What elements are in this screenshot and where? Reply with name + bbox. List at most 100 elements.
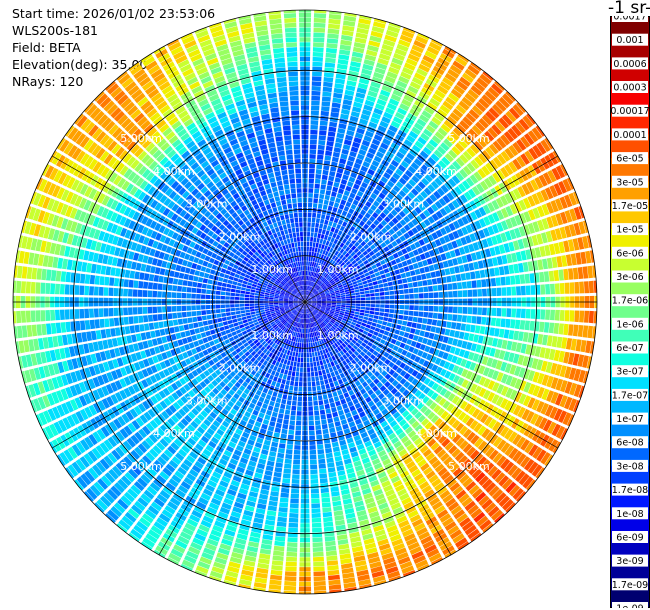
ray-cell [327, 284, 332, 288]
ray-cell [341, 210, 348, 217]
ray-cell [274, 467, 283, 473]
ray-cell [473, 422, 483, 433]
ray-cell [527, 222, 536, 234]
ray-cell [349, 290, 355, 294]
ray-cell [420, 405, 428, 414]
ray-cell [376, 62, 388, 70]
ray-cell [375, 389, 382, 396]
ray-cell [374, 234, 381, 241]
ray-cell [270, 446, 278, 453]
ray-cell [305, 295, 307, 300]
ray-cell [527, 130, 539, 143]
ray-cell [373, 219, 380, 226]
ray-cell [346, 160, 354, 167]
ray-cell [359, 78, 370, 85]
ray-cell [312, 288, 316, 293]
ray-cell [452, 108, 464, 119]
ray-cell [322, 359, 327, 365]
ray-cell [364, 272, 370, 277]
ray-cell [390, 209, 398, 217]
ray-cell [481, 150, 492, 161]
ray-cell [459, 76, 471, 87]
ray-cell [376, 215, 383, 223]
ray-cell [562, 412, 572, 426]
ray-cell [306, 256, 309, 261]
ray-cell [524, 150, 535, 163]
ray-cell [312, 267, 315, 272]
ray-cell [371, 160, 380, 167]
ray-cell [321, 502, 331, 508]
ray-cell [498, 244, 506, 254]
ray-cell [311, 217, 316, 223]
ray-cell [312, 242, 316, 247]
ray-cell [522, 395, 532, 407]
ray-cell [408, 130, 419, 140]
ray-cell [313, 237, 317, 243]
ray-cell [398, 284, 404, 290]
ray-cell [360, 388, 367, 395]
ray-cell [309, 261, 313, 267]
ray-cell [329, 290, 335, 293]
ray-cell [441, 156, 451, 166]
ray-cell [496, 338, 503, 348]
ray-cell [345, 331, 351, 336]
ray-cell [324, 280, 329, 285]
ray-cell [498, 350, 506, 360]
ray-cell [427, 424, 437, 434]
ray-cell [313, 22, 326, 28]
ray-cell [318, 253, 322, 259]
ray-cell [421, 418, 430, 427]
ray-cell [328, 23, 340, 30]
ray-cell [392, 225, 399, 232]
ray-cell [309, 357, 313, 363]
ray-cell [434, 418, 443, 427]
ray-cell [583, 220, 589, 233]
ray-cell [290, 410, 296, 416]
ray-cell [424, 435, 433, 444]
ray-cell [518, 393, 527, 405]
ray-cell [422, 259, 428, 267]
ray-cell [355, 297, 361, 301]
ray-cell [401, 260, 408, 267]
ray-cell [477, 289, 482, 297]
ray-cell [489, 159, 499, 171]
ray-cell [267, 505, 277, 512]
ray-cell [486, 307, 492, 316]
ray-cell [337, 325, 343, 330]
ray-cell [311, 304, 317, 306]
ray-cell [310, 367, 314, 372]
ray-cell [498, 475, 510, 487]
ray-cell [544, 348, 551, 360]
ray-cell [419, 445, 429, 454]
ray-cell [307, 280, 309, 286]
ray-cell [315, 262, 319, 268]
ray-cell [505, 375, 513, 386]
ray-cell [277, 448, 285, 454]
ray-cell [380, 89, 391, 98]
ray-cell [335, 197, 341, 204]
ray-cell [454, 248, 461, 257]
ray-cell [375, 346, 382, 353]
ray-cell [301, 348, 304, 353]
ray-cell [496, 287, 502, 296]
ray-cell [572, 267, 579, 280]
ray-cell [495, 492, 507, 504]
ray-cell [364, 310, 370, 314]
ray-cell [470, 383, 478, 393]
ray-cell [327, 136, 335, 142]
ray-cell [458, 455, 468, 465]
ray-cell [370, 374, 377, 381]
ray-cell [388, 228, 395, 235]
ray-cell [326, 296, 331, 298]
ray-cell [419, 114, 430, 123]
ray-cell [518, 367, 526, 378]
ray-cell [389, 395, 397, 403]
ray-cell [375, 412, 383, 420]
ray-cell [359, 186, 366, 193]
ray-cell [550, 214, 559, 227]
ray-cell [367, 364, 374, 371]
ray-cell [310, 266, 314, 272]
ray-cell [548, 270, 555, 282]
ray-cell [550, 377, 559, 390]
ray-cell [282, 478, 291, 484]
